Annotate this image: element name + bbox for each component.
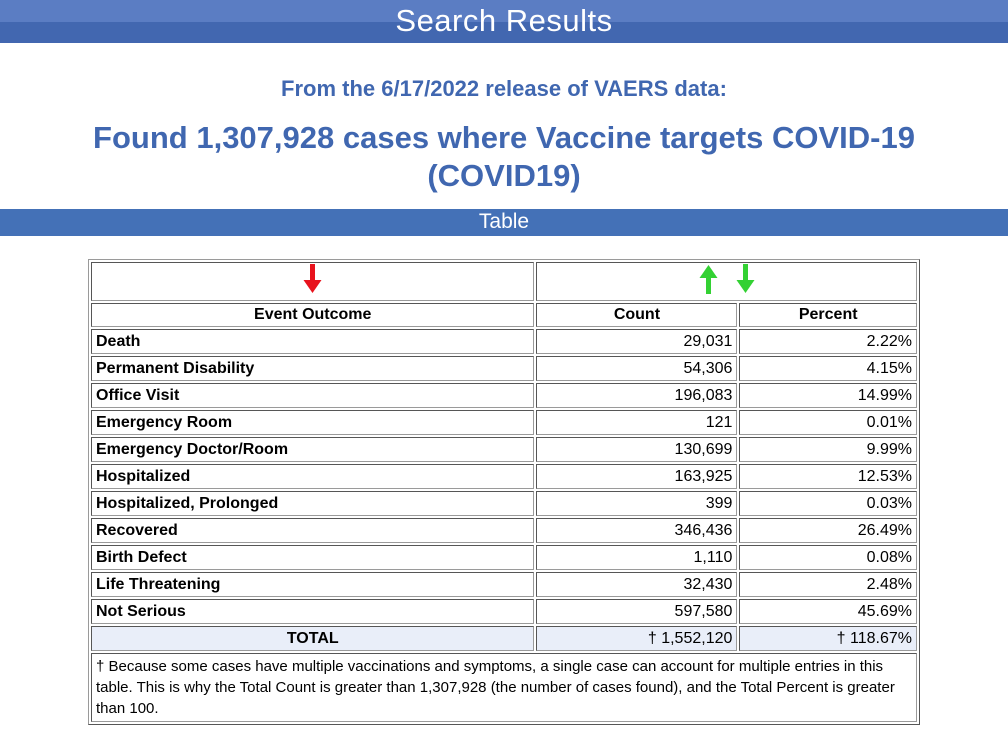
results-heading-line1: Found 1,307,928 cases where Vaccine targ… [93, 120, 915, 155]
table-row: Hospitalized, Prolonged 399 0.03% [91, 491, 917, 516]
table-row: Hospitalized 163,925 12.53% [91, 464, 917, 489]
count-cell: 163,925 [536, 464, 738, 489]
outcome-cell: Hospitalized, Prolonged [91, 491, 535, 516]
table-row: Not Serious 597,580 45.69% [91, 599, 917, 624]
percent-cell: 2.22% [739, 329, 917, 354]
column-header-row: Event Outcome Count Percent [91, 303, 917, 327]
release-subtitle: From the 6/17/2022 release of VAERS data… [281, 76, 727, 101]
outcome-cell: Life Threatening [91, 572, 535, 597]
outcome-cell: Emergency Room [91, 410, 535, 435]
percent-cell: 0.03% [739, 491, 917, 516]
total-row: TOTAL † 1,552,120 † 118.67% [91, 626, 917, 651]
value-sort-cell [536, 262, 917, 301]
count-cell: 196,083 [536, 383, 738, 408]
count-cell: 130,699 [536, 437, 738, 462]
count-cell: 32,430 [536, 572, 738, 597]
percent-cell: 9.99% [739, 437, 917, 462]
results-heading: Found 1,307,928 cases where Vaccine targ… [24, 119, 984, 195]
table-row: Life Threatening 32,430 2.48% [91, 572, 917, 597]
percent-cell: 45.69% [739, 599, 917, 624]
percent-cell: 14.99% [739, 383, 917, 408]
outcome-cell: Death [91, 329, 535, 354]
outcome-cell: Emergency Doctor/Room [91, 437, 535, 462]
outcome-cell: Office Visit [91, 383, 535, 408]
count-cell: 1,110 [536, 545, 738, 570]
table-row: Death 29,031 2.22% [91, 329, 917, 354]
table-section-bar: Table [0, 209, 1008, 236]
results-heading-line2: (COVID19) [427, 158, 581, 193]
table-row: Emergency Room 121 0.01% [91, 410, 917, 435]
column-header-percent: Percent [739, 303, 917, 327]
count-sort-ascending-icon[interactable] [696, 264, 721, 299]
count-cell: 121 [536, 410, 738, 435]
table-section-label: Table [478, 210, 530, 233]
table-row: Office Visit 196,083 14.99% [91, 383, 917, 408]
outcome-cell: Recovered [91, 518, 535, 543]
count-cell: 29,031 [536, 329, 738, 354]
table-row: Permanent Disability 54,306 4.15% [91, 356, 917, 381]
column-header-event-outcome: Event Outcome [91, 303, 535, 327]
footnote: † Because some cases have multiple vacci… [91, 653, 917, 722]
percent-cell: 12.53% [739, 464, 917, 489]
percent-cell: 0.08% [739, 545, 917, 570]
count-cell: 54,306 [536, 356, 738, 381]
percent-cell: 2.48% [739, 572, 917, 597]
footnote-row: † Because some cases have multiple vacci… [91, 653, 917, 722]
outcome-sort-descending-icon[interactable] [300, 264, 325, 299]
outcome-cell: Birth Defect [91, 545, 535, 570]
count-sort-descending-icon[interactable] [733, 264, 758, 299]
count-cell: 597,580 [536, 599, 738, 624]
column-header-count: Count [536, 303, 738, 327]
total-percent-cell: † 118.67% [739, 626, 917, 651]
table-row: Emergency Doctor/Room 130,699 9.99% [91, 437, 917, 462]
count-cell: 399 [536, 491, 738, 516]
total-count-cell: † 1,552,120 [536, 626, 738, 651]
percent-cell: 26.49% [739, 518, 917, 543]
page-title: Search Results [395, 3, 613, 38]
count-cell: 346,436 [536, 518, 738, 543]
sort-arrow-row [91, 262, 917, 301]
outcome-cell: Not Serious [91, 599, 535, 624]
outcome-cell: Permanent Disability [91, 356, 535, 381]
outcome-cell: Hospitalized [91, 464, 535, 489]
table-row: Recovered 346,436 26.49% [91, 518, 917, 543]
percent-cell: 0.01% [739, 410, 917, 435]
results-table: Event Outcome Count Percent Death 29,031… [88, 259, 920, 725]
percent-cell: 4.15% [739, 356, 917, 381]
total-label-cell: TOTAL [91, 626, 535, 651]
results-title-bar: Search Results [0, 0, 1008, 43]
outcome-sort-cell [91, 262, 535, 301]
table-row: Birth Defect 1,110 0.08% [91, 545, 917, 570]
